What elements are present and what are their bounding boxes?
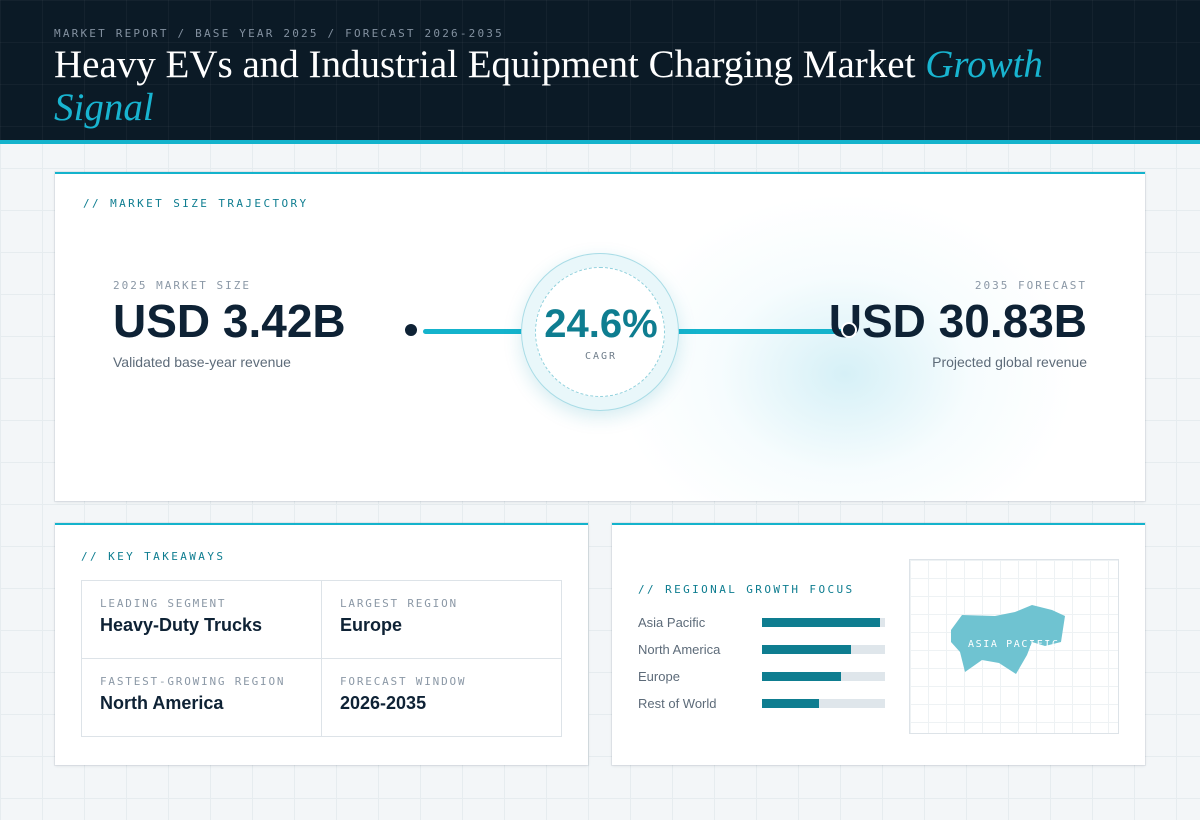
- start-label: 2025 MARKET SIZE: [113, 279, 251, 292]
- takeaway-leading-segment: LEADING SEGMENT Heavy-Duty Trucks: [82, 581, 322, 659]
- market-size-card: // MARKET SIZE TRAJECTORY 2025 MARKET SI…: [55, 172, 1145, 501]
- start-sub: Validated base-year revenue: [113, 354, 291, 370]
- takeaway-key: FASTEST-GROWING REGION: [100, 675, 286, 688]
- cagr-label: CAGR: [584, 351, 618, 362]
- takeaways-grid: LEADING SEGMENT Heavy-Duty Trucks LARGES…: [81, 580, 562, 737]
- takeaway-key: LARGEST REGION: [340, 597, 458, 610]
- cagr-value: 24.6%: [544, 302, 658, 346]
- cagr-badge: 24.6% CAGR: [521, 253, 679, 411]
- takeaway-key: FORECAST WINDOW: [340, 675, 467, 688]
- region-name: Europe: [638, 669, 680, 684]
- region-bar-track: [762, 672, 885, 681]
- region-bar-fill: [762, 699, 819, 708]
- region-name: Rest of World: [638, 696, 717, 711]
- key-takeaways-card-label: // KEY TAKEAWAYS: [81, 550, 226, 563]
- background-glow: [615, 194, 1075, 501]
- end-point-marker: [841, 322, 857, 338]
- takeaway-value: North America: [100, 693, 224, 713]
- start-value: USD 3.42B: [113, 295, 346, 347]
- regional-growth-card-label: // REGIONAL GROWTH FOCUS: [638, 583, 855, 596]
- region-bar-row: Asia Pacific: [638, 615, 888, 630]
- region-bar-track: [762, 618, 885, 627]
- end-sub: Projected global revenue: [932, 354, 1087, 370]
- map-region-label: ASIA PACIFIC: [968, 639, 1060, 650]
- key-takeaways-card: // KEY TAKEAWAYS LEADING SEGMENT Heavy-D…: [55, 523, 588, 765]
- region-bar-fill: [762, 618, 881, 627]
- start-point-marker: [403, 322, 419, 338]
- takeaway-key: LEADING SEGMENT: [100, 597, 227, 610]
- page-header: MARKET REPORT / BASE YEAR 2025 / FORECAS…: [0, 0, 1200, 144]
- regional-growth-card: // REGIONAL GROWTH FOCUS Asia Pacific No…: [612, 523, 1145, 765]
- market-size-card-label: // MARKET SIZE TRAJECTORY: [83, 197, 309, 210]
- takeaway-largest-region: LARGEST REGION Europe: [321, 581, 561, 659]
- takeaway-forecast-window: FORECAST WINDOW 2026-2035: [321, 658, 561, 736]
- region-bar-fill: [762, 672, 841, 681]
- region-bar-row: Europe: [638, 669, 888, 684]
- cagr-inner-circle: 24.6% CAGR: [535, 267, 665, 397]
- end-value: USD 30.83B: [828, 295, 1087, 347]
- region-bar-row: Rest of World: [638, 696, 888, 711]
- takeaway-value: 2026-2035: [340, 693, 427, 713]
- page-title-main: Heavy EVs and Industrial Equipment Charg…: [54, 43, 926, 86]
- region-bar-track: [762, 645, 885, 654]
- takeaway-fastest-growing-region: FASTEST-GROWING REGION North America: [82, 658, 322, 736]
- breadcrumb: MARKET REPORT / BASE YEAR 2025 / FORECAS…: [54, 27, 504, 40]
- region-bar-fill: [762, 645, 851, 654]
- takeaway-value: Heavy-Duty Trucks: [100, 615, 263, 635]
- region-bar-row: North America: [638, 642, 888, 657]
- region-map: ASIA PACIFIC: [909, 559, 1119, 734]
- region-name: North America: [638, 642, 721, 657]
- page-title: Heavy EVs and Industrial Equipment Charg…: [54, 43, 1114, 129]
- end-label: 2035 FORECAST: [974, 279, 1087, 292]
- region-name: Asia Pacific: [638, 615, 706, 630]
- region-bar-track: [762, 699, 885, 708]
- asia-pacific-map-shape: [951, 605, 1065, 674]
- takeaway-value: Europe: [340, 615, 403, 635]
- page-title-accent: Growth Signal: [54, 43, 1043, 129]
